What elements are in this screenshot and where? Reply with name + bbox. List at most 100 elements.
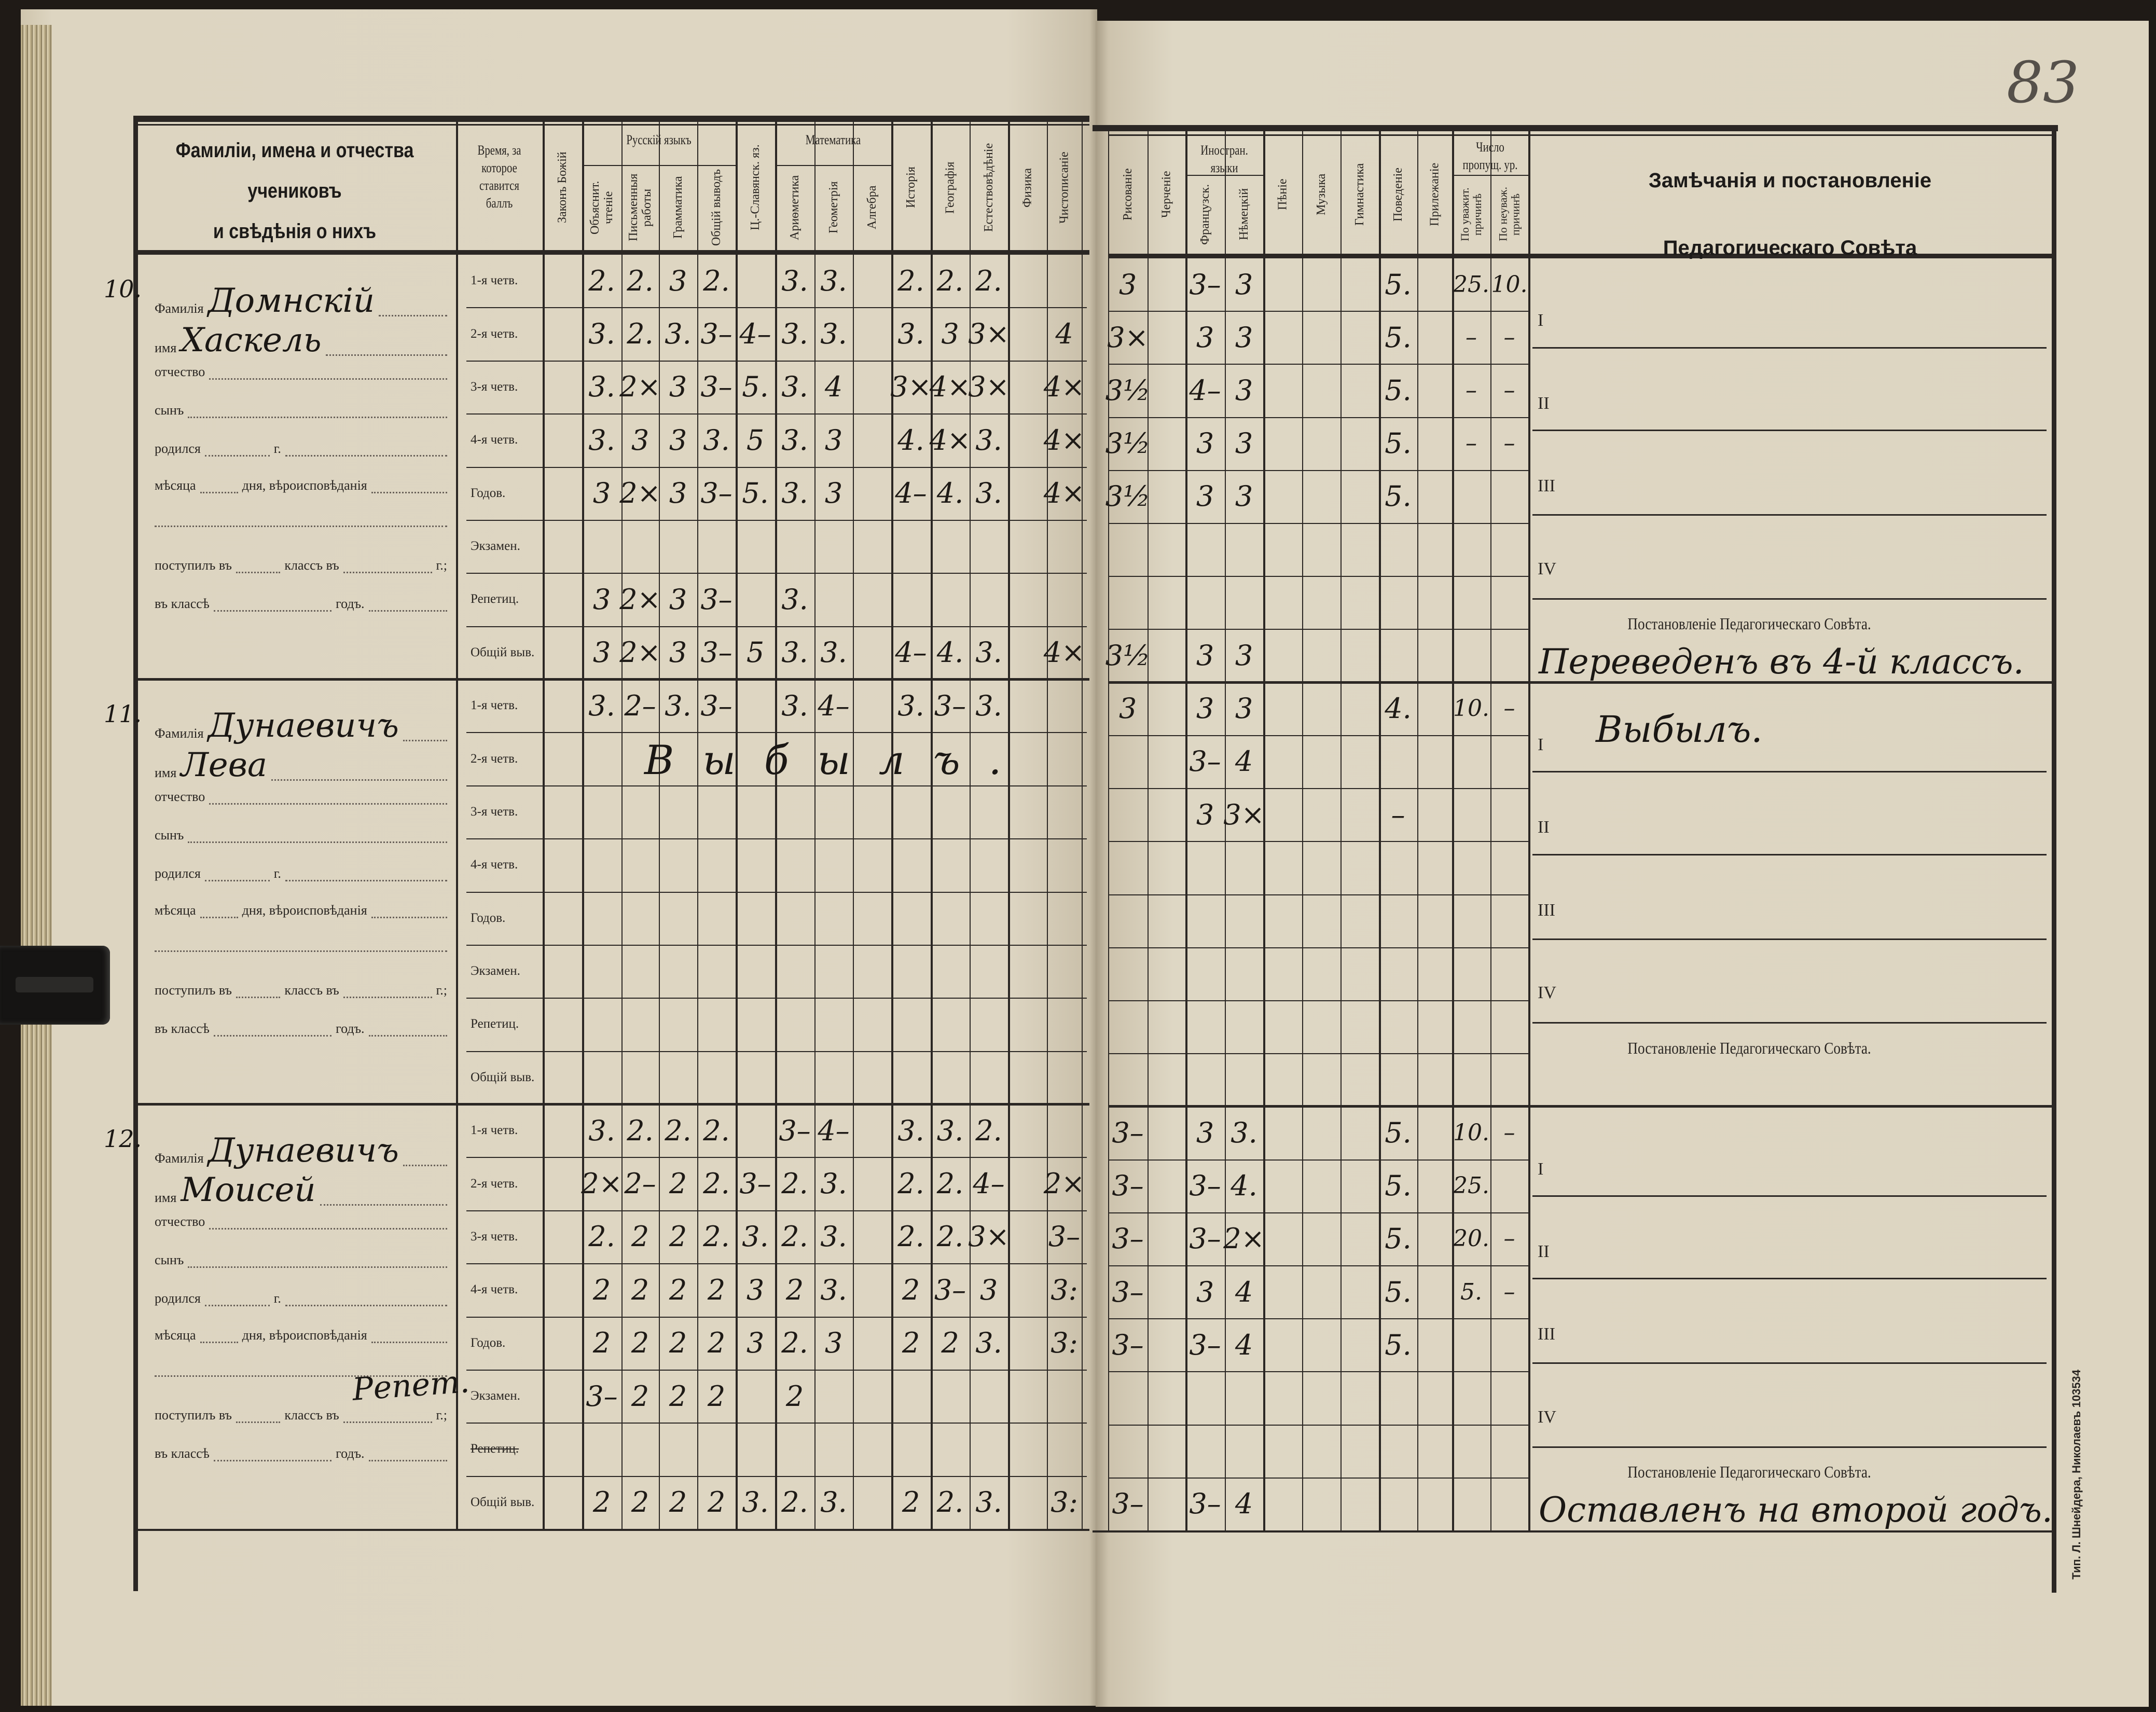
dotted-fill-line — [343, 567, 432, 573]
grade-cell: 2. — [703, 1114, 730, 1147]
period-label: 4-я четв. — [471, 858, 518, 872]
left-border — [133, 116, 138, 1591]
subject-header: Алгебра — [865, 185, 879, 230]
grade-cell: 3– — [700, 370, 733, 404]
grade-cell: 2 — [902, 1273, 920, 1306]
subject-header: Прилежаніе — [1428, 162, 1442, 227]
grade-cell: 3 — [1196, 427, 1214, 460]
info-label: г.; — [436, 558, 447, 573]
grade-cell: 3: — [1051, 1486, 1078, 1519]
grid-line — [1379, 131, 1381, 1530]
grade-cell: 3. — [781, 636, 808, 669]
grade-cell: 3– — [1112, 1487, 1144, 1521]
grid-line — [775, 121, 777, 1529]
council-decision: Переведенъ въ 4-й классъ. — [1539, 641, 2024, 682]
grade-cell: 2 — [592, 1273, 611, 1306]
row-line — [1108, 523, 1528, 524]
dotted-fill-line — [213, 1030, 332, 1037]
grade-cell: 3 — [1235, 639, 1253, 672]
info-label: Фамилія — [155, 301, 204, 316]
grade-cell: 4. — [936, 477, 964, 510]
grid-line — [931, 121, 933, 1529]
grade-cell: 5. — [1385, 374, 1412, 407]
row-line — [1108, 1053, 1528, 1055]
grade-cell: 5. — [1385, 427, 1412, 460]
grade-cell: 2 — [631, 1220, 649, 1253]
grade-cell: 2 — [592, 1327, 611, 1360]
grade-cell: 2× — [619, 370, 661, 404]
grade-cell: 4× — [929, 370, 971, 404]
subject-header: Объяснит. чтеніе — [588, 181, 615, 234]
row-line — [1108, 1212, 1528, 1213]
row-line — [466, 1369, 1087, 1371]
period-label: Общій выв. — [471, 1070, 535, 1084]
student-info-line: сынъ — [155, 827, 447, 843]
period-label: 3-я четв. — [471, 804, 518, 819]
grade-cell: 4– — [973, 1167, 1005, 1200]
info-label: родился — [155, 1291, 201, 1306]
quarter-mark: I — [1538, 311, 1544, 330]
grade-cell: 3– — [739, 1167, 771, 1200]
grade-cell: – — [1503, 377, 1515, 404]
grid-line — [1047, 121, 1048, 1529]
grade-cell: 2. — [897, 1220, 924, 1253]
grade-cell: 4– — [1189, 374, 1221, 407]
grade-cell: – — [1503, 324, 1515, 351]
grade-cell: 3 — [1118, 692, 1137, 725]
row-line — [466, 360, 1087, 362]
grid-line — [1108, 134, 2052, 136]
grade-cell: 2× — [581, 1167, 623, 1200]
grade-cell: 3– — [1112, 1328, 1144, 1361]
council-decision-label: Постановленіе Педагогическаго Совѣта. — [1627, 1038, 1871, 1057]
period-label: 2-я четв. — [471, 326, 518, 341]
grade-cell: 2 — [941, 1327, 959, 1360]
info-label: г.; — [436, 1407, 447, 1423]
grade-cell: 2. — [588, 1220, 615, 1253]
info-label: сынъ — [155, 403, 184, 418]
row-line — [466, 998, 1087, 999]
remark-line — [1532, 1195, 2047, 1197]
grade-cell: 3 — [746, 1273, 765, 1306]
grade-cell: 2 — [785, 1379, 804, 1413]
grade-cell: 5. — [1385, 321, 1412, 354]
quarter-mark: III — [1538, 1324, 1555, 1344]
period-label: 2-я четв. — [471, 751, 518, 766]
grade-cell: 3– — [700, 317, 733, 351]
grade-cell: 4 — [824, 370, 843, 404]
grade-cell: 3. — [588, 1114, 615, 1147]
period-label: Репетиц. — [471, 1017, 519, 1031]
grade-cell: 3. — [975, 689, 1002, 722]
quarter-mark: III — [1538, 476, 1555, 496]
grade-cell: 3– — [1189, 1487, 1221, 1521]
dotted-fill-line — [371, 487, 447, 493]
grade-cell: 3. — [975, 1486, 1002, 1519]
council-decision: Оставленъ на второй годъ. — [1539, 1490, 2053, 1530]
student-name: Хаскель — [181, 321, 322, 360]
grid-line — [1148, 131, 1149, 1530]
grade-cell: 3. — [781, 689, 808, 722]
row-line — [466, 1157, 1087, 1158]
grade-cell: 3 — [669, 636, 687, 669]
grade-cell: 2 — [902, 1486, 920, 1519]
subject-header: Рисованіе — [1121, 168, 1135, 221]
row-line — [1108, 841, 1528, 843]
grade-cell: 2. — [781, 1220, 808, 1253]
dotted-fill-line — [368, 1030, 447, 1037]
subject-header: Исторія — [904, 167, 918, 209]
period-label: 1-я четв. — [471, 1123, 518, 1138]
grade-cell: 5. — [1460, 1278, 1482, 1305]
row-line — [466, 891, 1087, 893]
grade-cell: 5. — [1385, 1275, 1412, 1308]
dotted-fill-line — [320, 1199, 447, 1206]
grade-cell: 3. — [588, 423, 615, 457]
grade-cell: 3. — [742, 1220, 769, 1253]
grade-cell: 2 — [707, 1486, 726, 1519]
right-page — [1096, 21, 2149, 1707]
student-info-line — [155, 945, 447, 952]
period-label: Годов. — [471, 486, 506, 500]
quarter-remark: Выбылъ. — [1596, 708, 1763, 751]
student-info-line: родился г. — [155, 441, 447, 457]
grade-cell: 3 — [1235, 321, 1253, 354]
grade-cell: 2. — [936, 1167, 964, 1200]
grade-cell: 2× — [619, 477, 661, 510]
